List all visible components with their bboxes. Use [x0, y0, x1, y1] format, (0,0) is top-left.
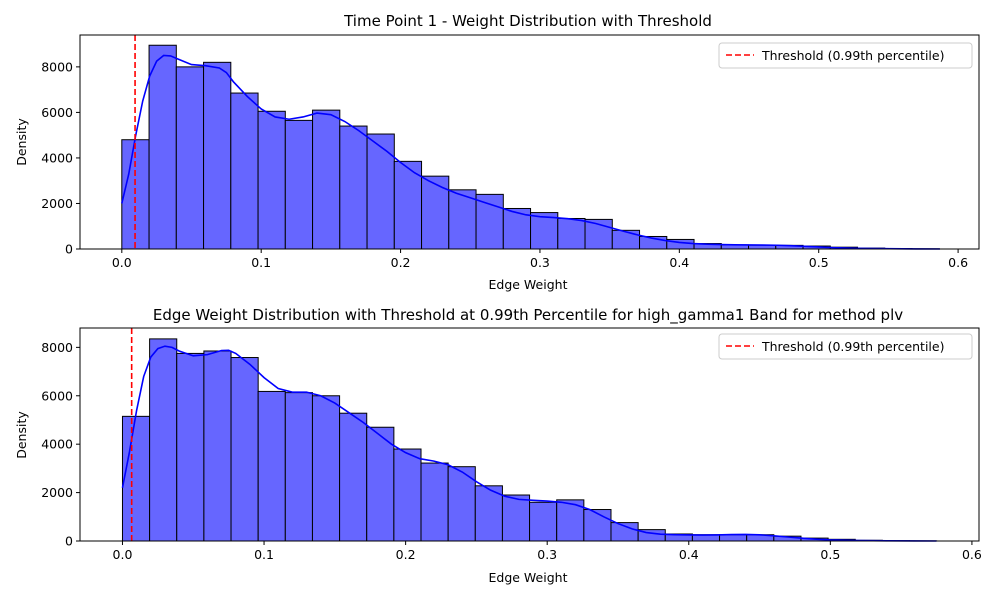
histogram-bar — [284, 392, 313, 542]
legend-threshold-label: Threshold (0.99th percentile) — [761, 48, 944, 63]
histogram-bar — [230, 92, 259, 250]
histogram-bar — [176, 352, 205, 542]
histogram-bar — [311, 395, 341, 542]
x-tick-label: 0.4 — [669, 255, 689, 270]
x-tick-label: 0.0 — [113, 547, 133, 562]
legend-box — [718, 42, 973, 69]
histogram-bar — [583, 509, 612, 542]
kde-curve — [121, 345, 937, 542]
legend-threshold-label: Threshold (0.99th percentile) — [761, 339, 944, 354]
histogram-bar — [366, 426, 395, 542]
x-tick-label: 0.2 — [391, 255, 411, 270]
y-tick-label: 8000 — [41, 340, 73, 355]
histogram-bar — [257, 110, 286, 250]
histogram-bar — [611, 229, 641, 250]
histogram-bar — [529, 501, 558, 542]
x-tick-label: 0.6 — [948, 255, 968, 270]
x-tick-label: 0.1 — [251, 255, 271, 270]
y-tick-label: 6000 — [41, 105, 73, 120]
y-tick-label: 6000 — [41, 388, 73, 403]
y-tick-label: 4000 — [41, 150, 73, 165]
histogram-bar — [257, 390, 286, 542]
plot-area: 0.0 0.1 0.2 0.3 0.4 0.5 0.6 0 2000 4000 6000 8000 — [41, 34, 980, 270]
histogram-bar — [149, 338, 178, 542]
chart-panel-bottom: Edge Weight Distribution with Threshold … — [14, 306, 982, 585]
histogram-bar — [230, 357, 259, 542]
histogram-bar — [284, 119, 314, 250]
histogram-bar — [203, 350, 232, 542]
chart-title: Edge Weight Distribution with Threshold … — [153, 306, 903, 325]
histogram-bar — [719, 534, 748, 542]
axes-frame — [79, 34, 980, 250]
kde-curve — [121, 54, 940, 250]
y-tick-label: 2000 — [41, 485, 73, 500]
x-tick-label: 0.4 — [679, 547, 699, 562]
x-tick-label: 0.2 — [396, 547, 416, 562]
x-tick-label: 0.1 — [254, 547, 274, 562]
chart-title: Time Point 1 - Weight Distribution with … — [343, 12, 712, 30]
histogram-bar — [421, 175, 450, 250]
histogram-bar — [339, 125, 368, 250]
x-axis-label: Edge Weight — [489, 570, 568, 585]
x-tick-label: 0.6 — [962, 547, 982, 562]
histogram-bar — [175, 66, 205, 250]
legend: Threshold (0.99th percentile) — [718, 42, 973, 69]
y-axis-label: Density — [14, 118, 29, 166]
x-tick-label: 0.0 — [112, 255, 132, 270]
plot-area: 0.0 0.1 0.2 0.3 0.4 0.5 0.6 0 2000 4000 6000 8000 — [41, 327, 982, 562]
histogram-bar — [339, 412, 368, 542]
histogram-bar — [203, 61, 232, 250]
x-tick-label: 0.3 — [530, 255, 550, 270]
x-tick-label: 0.5 — [820, 547, 840, 562]
y-tick-label: 2000 — [41, 196, 73, 211]
x-axis-label: Edge Weight — [489, 277, 568, 292]
y-tick-label: 4000 — [41, 437, 73, 452]
histogram-bar — [420, 462, 449, 542]
x-tick-label: 0.3 — [537, 547, 557, 562]
legend: Threshold (0.99th percentile) — [718, 333, 973, 360]
histogram-bar — [366, 133, 395, 250]
histogram-bar — [501, 494, 531, 542]
histogram-bar — [312, 109, 341, 250]
histogram-bar — [148, 44, 177, 250]
y-tick-label: 0 — [65, 534, 73, 549]
y-axis-label: Density — [14, 411, 29, 459]
y-tick-label: 0 — [65, 242, 73, 257]
histogram-bar — [393, 160, 423, 250]
histogram-bar — [121, 415, 151, 542]
histogram-bar — [475, 193, 504, 250]
y-tick-label: 8000 — [41, 59, 73, 74]
axes-frame — [79, 327, 980, 542]
x-tick-label: 0.5 — [809, 255, 829, 270]
chart-panel-top: Time Point 1 - Weight Distribution with … — [14, 12, 980, 292]
histogram-bar — [393, 448, 422, 542]
legend-box — [718, 333, 973, 360]
histogram-bar — [557, 217, 586, 250]
